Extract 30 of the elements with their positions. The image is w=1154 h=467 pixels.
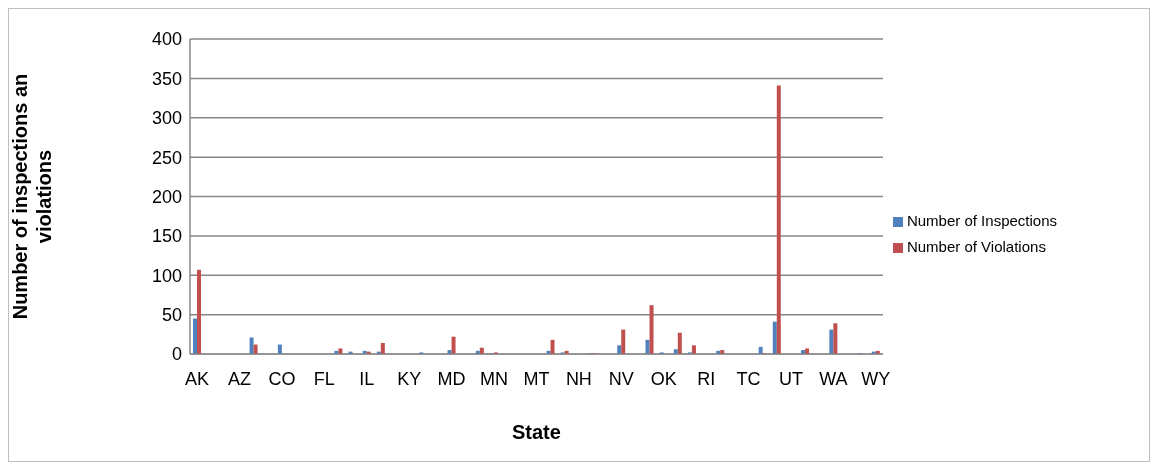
x-tick-label: MD: [437, 368, 466, 389]
x-tick-label: AZ: [227, 368, 251, 389]
y-tick-label: 350: [151, 68, 182, 89]
y-axis-title: Number of inspections an violations: [9, 73, 55, 320]
x-tick-label: WA: [819, 368, 848, 389]
x-tick-label: TC: [736, 368, 761, 389]
x-tick-label: MT: [523, 368, 550, 389]
y-tick-label: 250: [151, 147, 182, 168]
y-tick-label: 200: [151, 186, 182, 207]
y-tick-label: 300: [151, 108, 182, 129]
x-tick-label: KY: [397, 368, 422, 389]
x-tick-label: NH: [565, 368, 592, 389]
y-tick-label: 150: [151, 226, 182, 247]
x-tick-label: AK: [185, 368, 210, 389]
y-tick-label: 50: [161, 305, 182, 326]
x-tick-label: FL: [313, 368, 335, 389]
x-tick-label: NV: [608, 368, 634, 389]
x-tick-label: RI: [697, 368, 716, 389]
x-tick-label: CO: [268, 368, 296, 389]
x-tick-label: WY: [861, 368, 891, 389]
x-tick-label: MN: [480, 368, 509, 389]
legend-label: Number of Inspections: [906, 212, 1057, 229]
legend-label: Number of Violations: [906, 238, 1046, 255]
x-axis-title: State: [512, 421, 561, 443]
y-tick-label: 400: [151, 29, 182, 50]
y-tick-label: 100: [151, 265, 182, 286]
x-tick-label: OK: [650, 368, 677, 389]
x-tick-label: UT: [779, 368, 803, 389]
y-tick-label: 0: [171, 344, 182, 365]
x-tick-label: IL: [359, 368, 375, 389]
